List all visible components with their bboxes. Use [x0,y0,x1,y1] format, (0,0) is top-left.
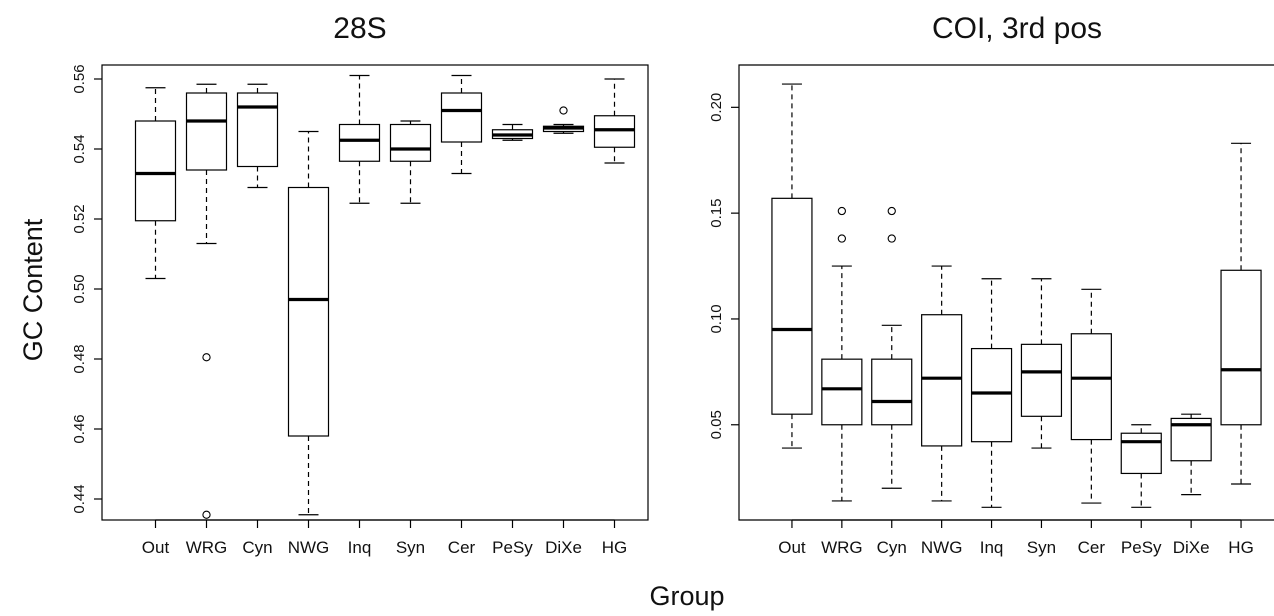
y-tick-label: 0.56 [71,64,88,93]
y-tick-label: 0.48 [71,344,88,373]
box-wrg [185,83,228,519]
iqr-box [1070,333,1112,441]
x-tick-label: NWG [921,538,963,557]
y-tick-label: 0.15 [708,199,725,228]
outlier-point [887,234,896,243]
y-tick-label: 0.05 [708,410,725,439]
chart-title: 28S [333,12,386,45]
x-tick-label: Cyn [242,538,272,557]
x-tick-label: PeSy [492,538,533,557]
iqr-box [389,123,432,162]
iqr-box [821,358,863,426]
y-tick-label: 0.52 [71,204,88,233]
x-tick-label: Syn [1027,538,1056,557]
panel-coi-3rd-pos: COI, 3rd pos 0.05 0.10 0.15 0.20 Out WRG Cyn NWG… [708,12,1274,557]
outlier-point [559,106,568,115]
y-tick-label: 0.54 [71,134,88,163]
iqr-box [1120,432,1162,475]
x-tick-label: HG [602,538,628,557]
iqr-box [593,115,636,148]
box-nwg [287,130,330,516]
x-tick-label: Out [142,538,170,557]
y-tick-label: 0.44 [71,484,88,513]
box-pesy [1120,424,1162,508]
y-tick-label: 0.46 [71,414,88,443]
box-hg [593,78,636,164]
box-wrg [821,206,863,502]
x-tick-label: Cyn [877,538,907,557]
x-tick-label: Cer [448,538,476,557]
x-tick-label: NWG [288,538,330,557]
chart-title: COI, 3rd pos [932,12,1102,45]
panel-28s: 28S 0.44 0.46 0.48 0.50 0.52 0.54 0.56 Out WRG Cyn… [71,12,649,557]
outlier-point [202,353,211,362]
box-syn [389,120,432,204]
outlier-point [837,234,846,243]
y-tick-label: 0.10 [708,304,725,333]
x-tick-label: Cer [1078,538,1106,557]
iqr-box [134,120,177,222]
iqr-box [970,347,1013,443]
y-axis-label: GC Content [18,218,48,361]
y-tick-label: 0.20 [708,93,725,122]
box-syn [1020,278,1063,449]
box-cyn [236,83,279,189]
x-tick-label: Syn [396,538,425,557]
iqr-box [440,92,483,143]
x-tick-label: DiXe [1173,538,1210,557]
box-dixe [542,106,585,134]
box-cyn [871,206,913,489]
iqr-box [1220,269,1262,426]
box-out [134,87,177,280]
iqr-box [287,186,330,437]
iqr-box [1020,343,1063,417]
iqr-box [771,197,813,415]
outlier-point [887,206,896,216]
outlier-point [837,206,846,216]
box-dixe [1170,413,1212,496]
iqr-box [871,358,913,426]
iqr-box [236,92,279,168]
box-inq [338,74,381,204]
x-tick-label: HG [1228,538,1254,557]
box-cer [440,74,483,175]
box-cer [1070,288,1112,504]
x-tick-label: WRG [186,538,228,557]
x-tick-label: DiXe [545,538,582,557]
outlier-point [202,510,211,519]
box-inq [970,278,1013,508]
box-pesy [491,123,534,141]
iqr-box [185,92,228,171]
box-hg [1220,142,1262,485]
x-tick-label: PeSy [1121,538,1162,557]
iqr-box [338,123,381,162]
box-nwg [921,265,963,502]
x-tick-label: WRG [821,538,863,557]
x-tick-label: Inq [980,538,1004,557]
x-tick-label: Out [778,538,806,557]
x-tick-label: Inq [348,538,372,557]
box-out [771,83,813,449]
x-axis-label: Group [649,581,724,611]
y-tick-label: 0.50 [71,274,88,303]
iqr-box [921,314,963,447]
